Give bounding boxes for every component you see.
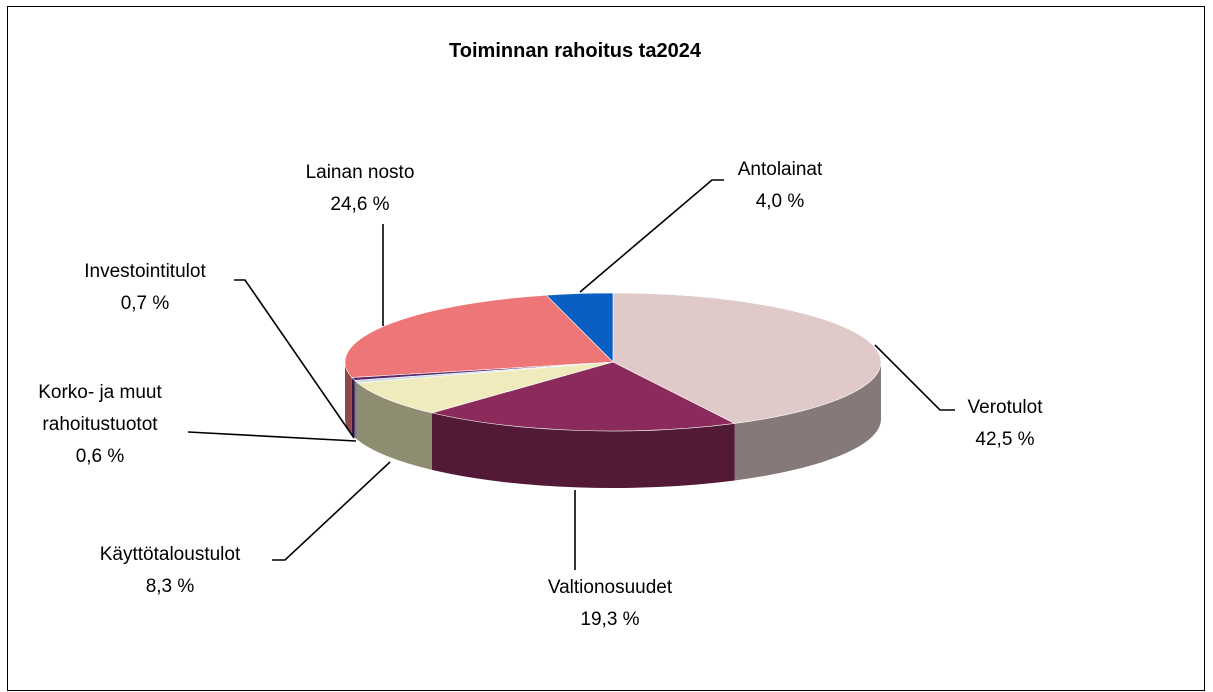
slice [545,292,614,363]
value-label: 0,6 % [75,446,125,467]
slice [344,294,614,378]
data-label: Verotulot 42,5 % [875,392,1135,456]
slice-side [345,362,352,435]
value-label: 42,5 % [975,429,1035,450]
slice-side [354,380,358,440]
slice [431,361,736,432]
category-label: Korko- ja muut rahoitustuotot [38,382,162,435]
data-label: Korko- ja muut rahoitustuotot 0,6 % [5,377,195,473]
slice-side [432,412,735,488]
slice-side [734,362,881,481]
category-label: Lainan nosto [305,162,415,183]
category-label: Valtionosuudet [547,577,673,598]
category-label: Investointitulot [84,261,206,282]
category-label: Käyttötaloustulot [99,544,241,565]
leader-line [272,461,391,561]
category-label: Antolainat [737,159,823,180]
leader-line [579,179,724,293]
data-label: Antolainat 4,0 % [650,154,910,218]
data-label: Investointitulot 0,7 % [15,256,275,320]
data-label: Valtionosuudet 19,3 % [480,572,740,636]
chart-title: Toiminnan rahoitus ta2024 [449,40,701,62]
leader-line [234,279,355,439]
value-label: 19,3 % [580,609,640,630]
chart-border [7,6,1205,691]
value-label: 24,6 % [330,194,390,215]
value-label: 0,7 % [120,293,170,314]
slice [612,292,882,424]
category-label: Verotulot [967,397,1043,418]
slice-side [357,382,433,470]
slice-tops [344,292,882,432]
value-label: 8,3 % [145,576,195,597]
slice-side [351,377,355,438]
slice-sides [345,362,881,488]
value-label: 4,0 % [755,191,805,212]
data-label: Lainan nosto 24,6 % [230,157,490,221]
data-label: Käyttötaloustulot 8,3 % [40,539,300,603]
leader-line [874,344,955,411]
slice [356,361,614,414]
leader-line [187,431,357,442]
